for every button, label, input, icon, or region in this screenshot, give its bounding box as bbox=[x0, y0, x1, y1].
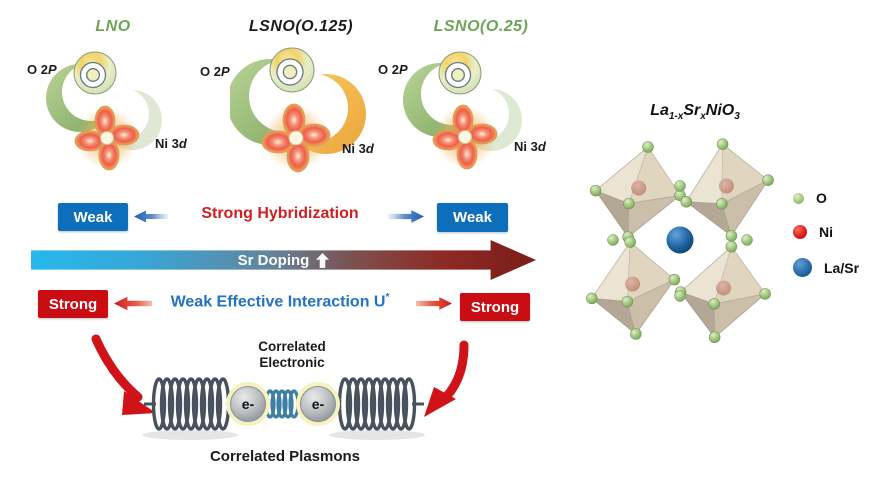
spring-blue-middle bbox=[264, 389, 300, 419]
arrow-right-blue-icon bbox=[388, 210, 424, 223]
red-curved-arrow-right bbox=[424, 340, 469, 417]
correlated-electronic-label: Correlated Electronic bbox=[258, 339, 326, 370]
crystal-legend: O Ni La/Sr bbox=[793, 190, 859, 295]
up-arrow-icon bbox=[316, 252, 330, 268]
o2p-label-2: O 2P bbox=[200, 64, 230, 79]
weak-box-left: Weak bbox=[58, 203, 128, 231]
arrow-left-blue-icon bbox=[134, 210, 168, 223]
crystal-structure bbox=[579, 131, 782, 351]
la-sr-atom-swatch bbox=[793, 258, 812, 277]
sr-doping-arrow: Sr Doping bbox=[31, 240, 536, 280]
ni-atom-swatch bbox=[793, 225, 807, 239]
electron-sphere-left: e- bbox=[226, 382, 270, 426]
o-atom-swatch bbox=[793, 192, 804, 204]
o2p-label-3: O 2P bbox=[378, 62, 408, 77]
ni3d-label-1: Ni 3d bbox=[155, 136, 187, 151]
plasmon-diagram: e- e- bbox=[91, 334, 469, 440]
ni3d-label-3: Ni 3d bbox=[514, 139, 546, 154]
orbital-title-lno: LNO bbox=[95, 18, 131, 35]
hybridization-text: Strong Hybridization bbox=[201, 205, 359, 222]
orbital-diagram-lno bbox=[46, 51, 162, 171]
ni3d-label-2: Ni 3d bbox=[342, 141, 374, 156]
orbital-title-lsno125: LSNO(O.125) bbox=[248, 18, 354, 35]
electron-sphere-right: e- bbox=[296, 382, 340, 426]
orbital-diagram-lsno25 bbox=[403, 51, 522, 170]
strong-box-right: Strong bbox=[460, 293, 530, 321]
red-curved-arrow-left bbox=[91, 334, 156, 415]
sr-doping-label: Sr Doping bbox=[237, 251, 310, 269]
electron-label-left: e- bbox=[242, 396, 255, 412]
o2p-label-1: O 2P bbox=[27, 62, 57, 77]
spring-right bbox=[337, 377, 424, 431]
formula-title: La1-xSrxNiO3 bbox=[650, 102, 740, 123]
correlated-plasmons-label: Correlated Plasmons bbox=[209, 448, 361, 465]
strong-box-left: Strong bbox=[38, 290, 108, 318]
arrow-right-red-icon bbox=[416, 297, 452, 310]
orbital-title-lsno25: LSNO(O.25) bbox=[433, 18, 529, 35]
legend-item-ni: Ni bbox=[793, 224, 859, 240]
interaction-text: Weak Effective Interaction U* bbox=[170, 292, 390, 311]
electron-label-right: e- bbox=[312, 396, 325, 412]
weak-box-right: Weak bbox=[437, 203, 508, 232]
arrow-left-red-icon bbox=[114, 296, 152, 311]
la-sr-atom bbox=[666, 226, 694, 254]
legend-item-lasr: La/Sr bbox=[793, 258, 859, 277]
orbital-diagram-lsno125 bbox=[230, 47, 366, 173]
spring-left bbox=[144, 377, 231, 431]
legend-item-o: O bbox=[793, 190, 859, 206]
